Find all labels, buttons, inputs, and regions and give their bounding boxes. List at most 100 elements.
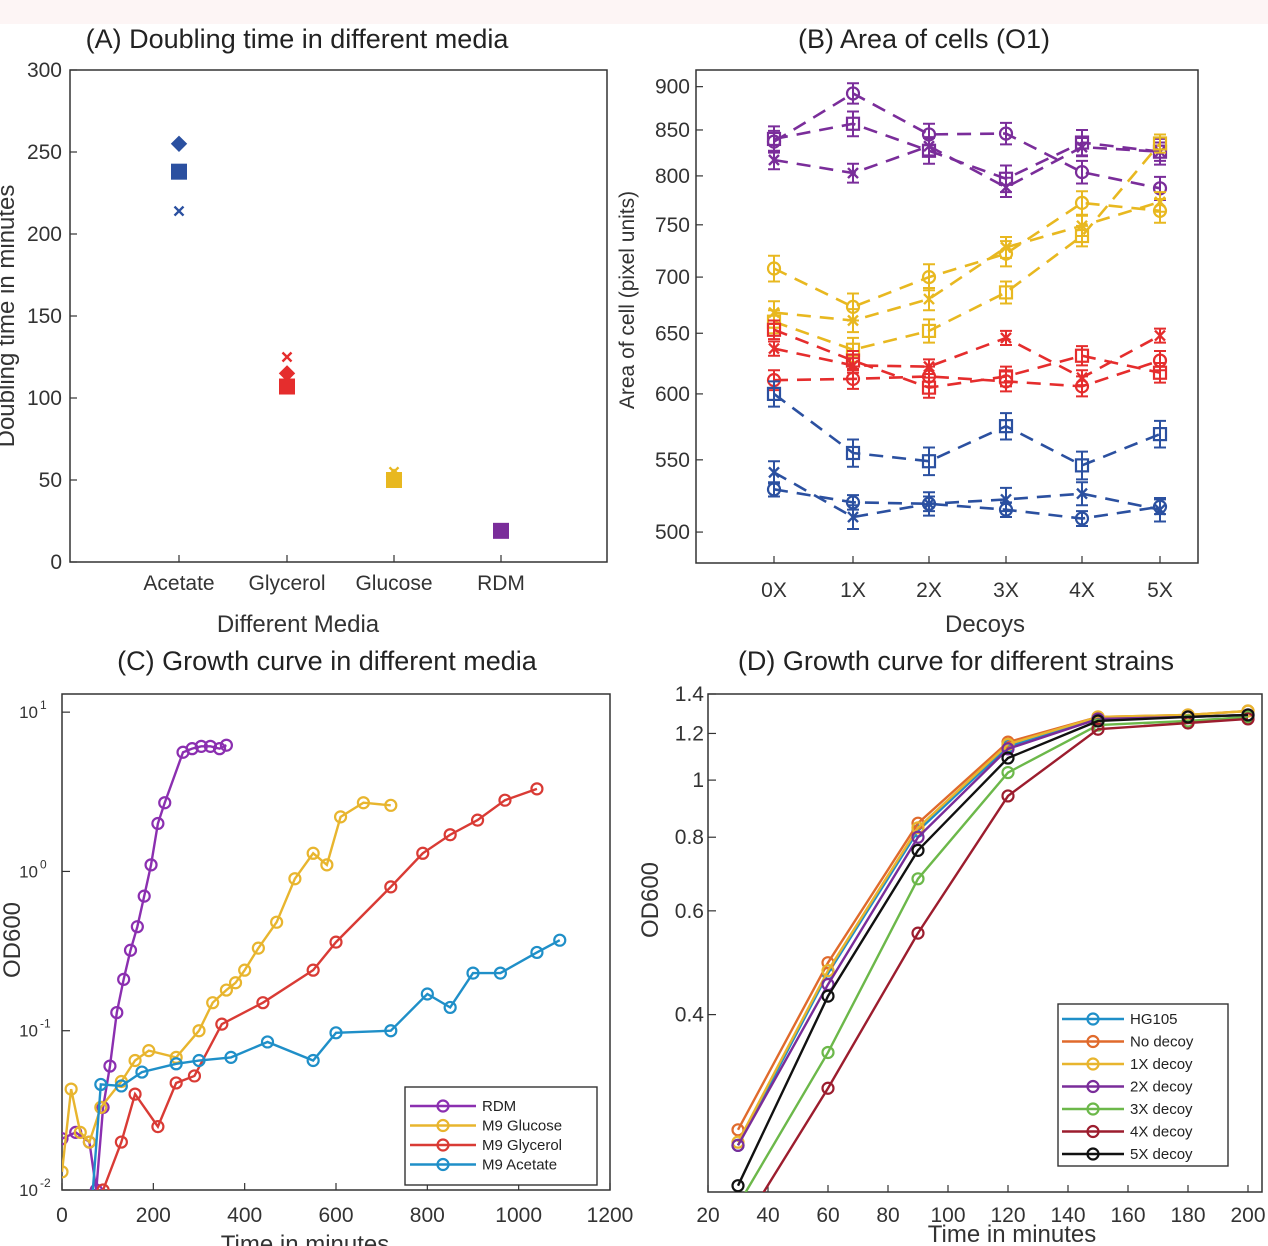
panel-b-errorbar <box>923 263 935 292</box>
panel-c-point <box>530 782 544 796</box>
panel-d-point <box>1001 789 1015 803</box>
top-band <box>0 0 1268 24</box>
panel-d-point <box>731 1179 745 1192</box>
panel-b-series-line <box>773 334 1161 380</box>
panel-d-xtick-label: 60 <box>816 1204 839 1227</box>
panel-a-ytick-label: 300 <box>27 59 62 82</box>
panel-b-errorbar <box>1076 159 1088 185</box>
panel-d-ytick-label: 0.4 <box>675 1004 705 1027</box>
panel-b-title: (B) Area of cells (O1) <box>798 24 1050 54</box>
panel-d-point <box>911 926 925 940</box>
panel-a-point <box>493 522 509 539</box>
panel-c-xtick-label: 0 <box>56 1204 68 1227</box>
panel-c-point <box>169 1076 183 1090</box>
panel-b-series-line <box>773 392 1161 467</box>
panel-b-ylabel: Area of cell (pixel units) <box>616 191 639 409</box>
panel-b-point <box>998 369 1014 384</box>
panel-d-point <box>911 843 925 857</box>
panel-b-point <box>1000 332 1012 344</box>
panel-c-point <box>130 920 144 934</box>
panel-b-errorbar <box>847 438 859 468</box>
panel-c-point <box>466 966 480 980</box>
panel-c-point <box>82 1135 97 1149</box>
panel-c-xlabel: Time in minutes <box>221 1231 390 1246</box>
panel-d-series-line <box>744 715 1249 1192</box>
panel-a-ytick-label: 250 <box>27 141 62 164</box>
panel-c-legend-marker <box>436 1138 450 1152</box>
panel-c: (C) Growth curve in different media 0 200 4… <box>0 646 633 1246</box>
panel-c-point <box>64 1082 78 1096</box>
panel-b-point <box>921 269 937 285</box>
panel-d-xtick-label: 120 <box>990 1204 1025 1227</box>
panel-b-errorbar <box>1076 450 1088 481</box>
panel-c-point <box>470 813 485 827</box>
panel-c-point <box>260 1035 275 1049</box>
panel-d-legend-label: 5X decoy <box>1130 1146 1193 1163</box>
panel-d-ytick-label: 1.4 <box>675 683 705 706</box>
panel-c-point <box>151 816 165 831</box>
panel-b-point <box>847 167 859 179</box>
panel-c-series-line <box>91 939 561 1190</box>
panel-c-ytick-exponent: -2 <box>40 1176 51 1190</box>
panel-d-point <box>731 1138 745 1152</box>
panel-c-legend: RDM M9 Glucose M9 Glycerol M9 Acetate <box>404 1086 598 1186</box>
panel-b-point <box>1000 181 1012 194</box>
panel-b-point <box>766 322 782 337</box>
panel-c-point <box>270 915 284 929</box>
panel-c-ylabel: OD600 <box>0 902 26 978</box>
panel-c-point <box>185 742 199 756</box>
panel-d-xtick-label: 180 <box>1170 1204 1205 1227</box>
panel-c-point <box>420 987 434 1001</box>
panel-c-ytick-label: 10 <box>19 1022 38 1041</box>
panel-c-series-line <box>100 787 538 1190</box>
panel-c-point <box>114 1135 128 1149</box>
panel-b-point <box>998 419 1014 434</box>
panel-c-xtick-label: 200 <box>136 1204 171 1227</box>
panel-c-legend-label: M9 Glycerol <box>482 1137 562 1154</box>
panel-b-xlabel: Decoys <box>945 611 1025 638</box>
panel-b-errorbar <box>923 446 935 477</box>
panel-b-frame <box>695 69 1199 564</box>
panel-c-point <box>94 1077 108 1092</box>
panel-b-point <box>1152 365 1168 380</box>
panel-c-point <box>384 1024 398 1038</box>
panel-d-xtick-label: 40 <box>756 1204 779 1227</box>
panel-b-point <box>1074 165 1090 180</box>
panel-b-point <box>768 466 780 479</box>
panel-b-point <box>1154 196 1166 208</box>
panel-d-legend-marker <box>1086 1057 1100 1071</box>
panel-d-plot-area <box>731 704 1255 1239</box>
panel-c-legend-label: M9 Acetate <box>482 1157 557 1174</box>
panel-d-legend-label: HG105 <box>1130 1011 1178 1028</box>
panel-a-ytick-label: 50 <box>39 469 62 492</box>
panel-b-series-line <box>773 201 1161 309</box>
panel-b-point <box>923 497 935 510</box>
panel-a-xtick-label: Glycerol <box>248 572 325 595</box>
panel-d-xtick-label: 80 <box>876 1204 899 1227</box>
panel-b-errorbar <box>923 318 935 344</box>
panel-a-xtick-label: Acetate <box>143 572 214 595</box>
panel-b-point <box>921 380 937 395</box>
panel-d-point <box>1001 751 1015 765</box>
panel-c-point <box>203 739 218 753</box>
panel-c-point <box>206 996 220 1010</box>
panel-d-point <box>733 1228 744 1239</box>
panel-b-ytick-label: 750 <box>655 214 690 237</box>
panel-c-point <box>530 945 544 960</box>
panel-d-legend: HG105 No decoy 1X decoy 2X decoy 3X decoy 4X … <box>1057 1003 1229 1167</box>
panel-c-point <box>306 963 320 977</box>
panel-c-point <box>110 1005 124 1020</box>
panel-c-point <box>251 941 265 955</box>
panel-d-legend-box <box>1057 1003 1229 1167</box>
panel-c-point <box>212 742 227 756</box>
panel-b-point <box>768 306 780 319</box>
panel-c-xtick-label: 1000 <box>495 1204 542 1227</box>
panel-b-errorbar <box>768 254 780 283</box>
panel-b-point <box>1074 195 1090 211</box>
panel-b-point <box>1154 329 1166 342</box>
panel-c-point <box>443 828 457 842</box>
panel-c-ytick-label: 10 <box>19 1181 38 1200</box>
panel-c-point <box>443 1000 457 1015</box>
panel-c-point <box>329 935 343 949</box>
panel-d-series-line <box>736 713 1249 1187</box>
